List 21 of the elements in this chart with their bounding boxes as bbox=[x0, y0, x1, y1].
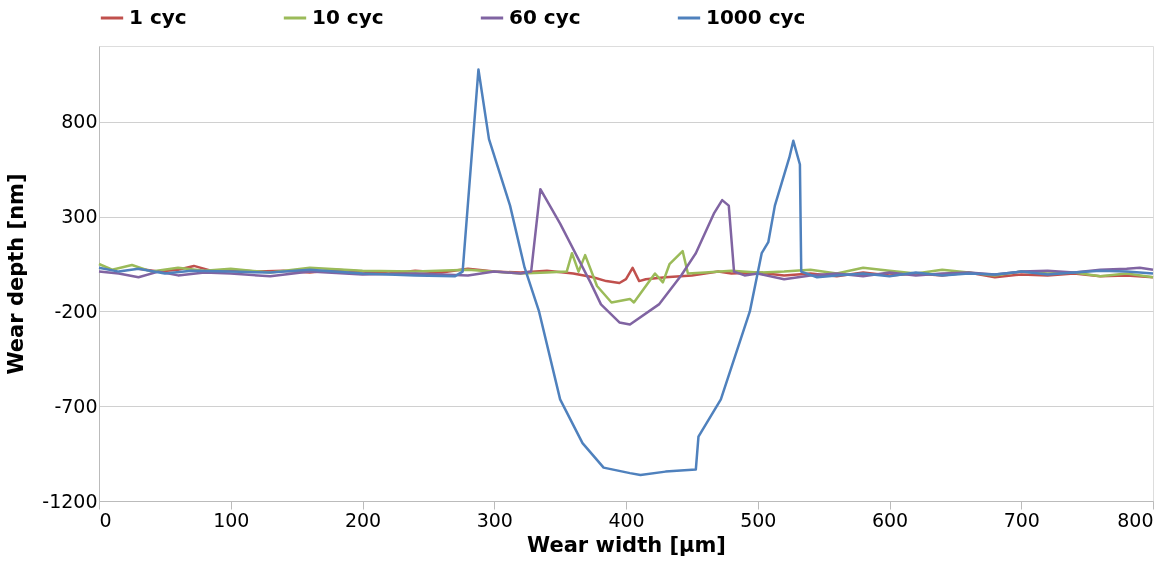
legend-label: 10 cyc bbox=[312, 5, 384, 29]
y-axis-title: Wear depth [nm] bbox=[4, 173, 29, 375]
x-tick-label: 0 bbox=[99, 508, 112, 531]
legend-label: 1 cyc bbox=[129, 5, 187, 29]
x-tick-label: 100 bbox=[213, 508, 250, 531]
x-tick-label: 500 bbox=[740, 508, 777, 531]
x-tick-label: 200 bbox=[344, 508, 382, 531]
x-tick-label: 600 bbox=[871, 508, 909, 531]
y-tick-label: 300 bbox=[61, 205, 98, 228]
legend-label: 1000 cyc bbox=[706, 5, 806, 29]
y-tick-label: -200 bbox=[54, 299, 98, 322]
y-tick-label: 800 bbox=[61, 110, 98, 133]
line-series bbox=[97, 68, 1155, 477]
y-tick-label: -1200 bbox=[42, 489, 98, 512]
x-tick-label: 800 bbox=[1117, 508, 1154, 531]
x-axis-title: Wear width [µm] bbox=[527, 532, 726, 557]
x-tick-label: 700 bbox=[1003, 508, 1040, 531]
x-tick-label: 400 bbox=[608, 508, 645, 531]
legend-label: 60 cyc bbox=[509, 5, 581, 29]
y-tick-label: -700 bbox=[54, 394, 98, 417]
x-tick-label: 300 bbox=[476, 508, 513, 531]
